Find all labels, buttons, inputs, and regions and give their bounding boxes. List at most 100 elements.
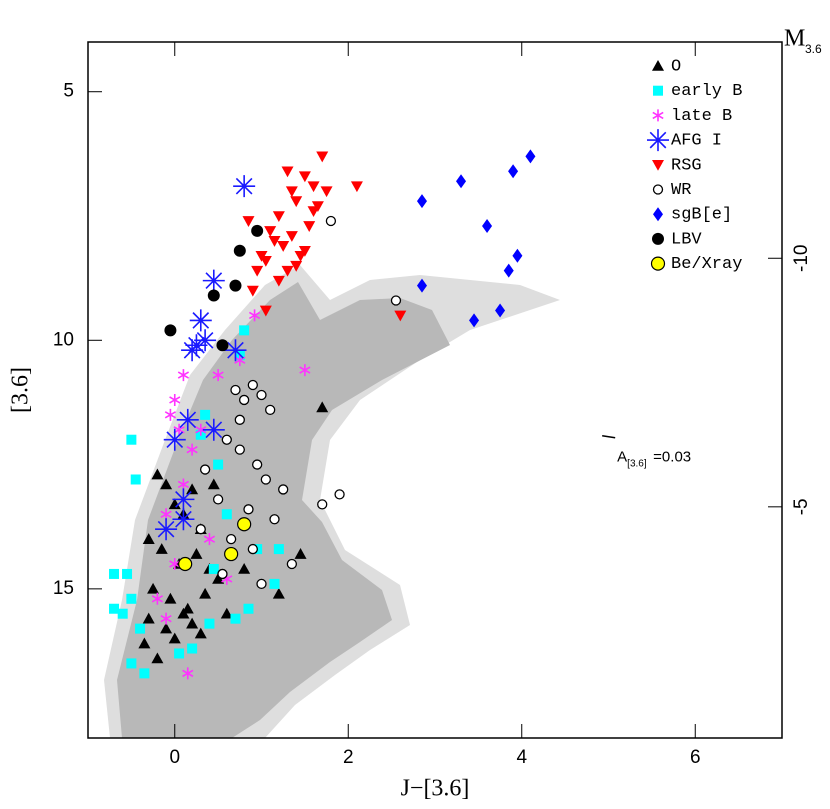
star-marker [224, 339, 247, 362]
asterisk-marker [203, 533, 216, 546]
triangle-marker [155, 543, 168, 554]
square-marker [269, 578, 280, 589]
legend-marker [652, 232, 664, 245]
down-triangle-marker [259, 305, 272, 317]
diamond-marker [495, 303, 506, 318]
asterisk-marker [151, 592, 163, 605]
open-circle-marker [390, 295, 402, 306]
down-triangle-marker [285, 231, 298, 242]
down-triangle-marker [268, 236, 281, 247]
filled-circle-marker [233, 244, 246, 257]
asterisk-marker [234, 354, 246, 367]
filled-circle-marker [229, 279, 242, 292]
legend-label: LBV [671, 230, 702, 249]
open-circle-marker [247, 543, 258, 555]
legend-marker [652, 60, 664, 71]
square-marker [187, 643, 198, 654]
diamond-marker [416, 194, 427, 209]
star-marker [194, 329, 217, 352]
asterisk-marker [164, 408, 177, 421]
open-circle-marker [199, 464, 211, 475]
square-marker [135, 623, 146, 634]
y-axis-label: [3.6] [8, 367, 34, 413]
legend-label: late B [671, 107, 732, 126]
open-circle-marker [256, 389, 267, 401]
diamond-marker [469, 313, 480, 328]
triangle-marker [164, 592, 177, 604]
legend-marker [647, 129, 669, 152]
triangle-marker [190, 548, 203, 559]
open-circle-marker [334, 489, 345, 500]
filled-circle-marker [216, 339, 229, 352]
square-marker [208, 563, 219, 574]
triangle-marker [194, 627, 207, 639]
ring-marker [224, 546, 239, 562]
y2-axis-label-sub: 3.6 [805, 42, 822, 56]
down-triangle-marker [311, 201, 324, 213]
star-marker [181, 339, 204, 362]
square-marker [130, 474, 141, 485]
series [155, 175, 256, 541]
triangle-marker [142, 533, 155, 544]
square-marker [204, 618, 215, 629]
annotation: A [617, 449, 627, 466]
asterisk-marker [212, 369, 224, 382]
down-triangle-marker [255, 250, 268, 262]
triangle-marker [177, 607, 190, 619]
triangle-marker [142, 612, 155, 624]
down-triangle-marker [264, 226, 277, 237]
filled-circle-marker [251, 224, 264, 237]
square-marker [117, 608, 128, 619]
open-circle-marker [234, 444, 245, 455]
legend-marker [653, 85, 663, 96]
square-marker [139, 668, 150, 679]
series [138, 401, 329, 664]
annotation-arrow [602, 434, 616, 439]
filled-circle-marker [164, 324, 177, 337]
triangle-marker [168, 498, 181, 510]
square-marker [174, 648, 185, 659]
triangle-marker [186, 483, 199, 495]
triangle-marker [147, 582, 160, 594]
down-triangle-marker [394, 310, 407, 322]
square-marker [221, 509, 232, 520]
x-tick-label: 0 [169, 747, 180, 768]
asterisk-marker [177, 369, 190, 382]
triangle-marker [316, 401, 329, 413]
star-marker [155, 518, 178, 541]
star-marker [172, 488, 195, 511]
triangle-marker [272, 587, 285, 599]
series [242, 151, 407, 322]
asterisk-marker [195, 423, 207, 436]
open-circle-marker [234, 414, 245, 425]
ring-marker [237, 517, 252, 532]
down-triangle-marker [298, 171, 311, 183]
open-circle-marker [238, 394, 250, 406]
down-triangle-marker [290, 260, 303, 272]
diamond-marker [512, 248, 523, 263]
down-triangle-marker [277, 241, 290, 252]
filled-circle-marker [207, 289, 220, 302]
down-triangle-marker [272, 211, 285, 222]
square-marker [213, 459, 224, 470]
down-triangle-marker [350, 181, 363, 193]
triangle-marker [186, 617, 199, 629]
x-tick-label: 6 [690, 747, 701, 768]
legend-label: O [671, 57, 681, 76]
down-triangle-marker [272, 275, 285, 287]
legend-label: RSG [671, 156, 702, 175]
diamond-marker [482, 218, 493, 233]
x-tick-label: 2 [343, 747, 354, 768]
open-circle-marker [217, 568, 228, 580]
star-marker [233, 175, 256, 198]
asterisk-marker [160, 612, 172, 625]
diamond-marker [416, 278, 427, 293]
square-marker [109, 568, 120, 579]
triangle-marker [168, 632, 181, 644]
asterisk-marker [169, 393, 181, 406]
asterisk-marker [248, 309, 261, 322]
legend-label: WR [671, 181, 691, 200]
y-tick-label: 5 [63, 81, 74, 102]
legend-marker [652, 109, 664, 122]
